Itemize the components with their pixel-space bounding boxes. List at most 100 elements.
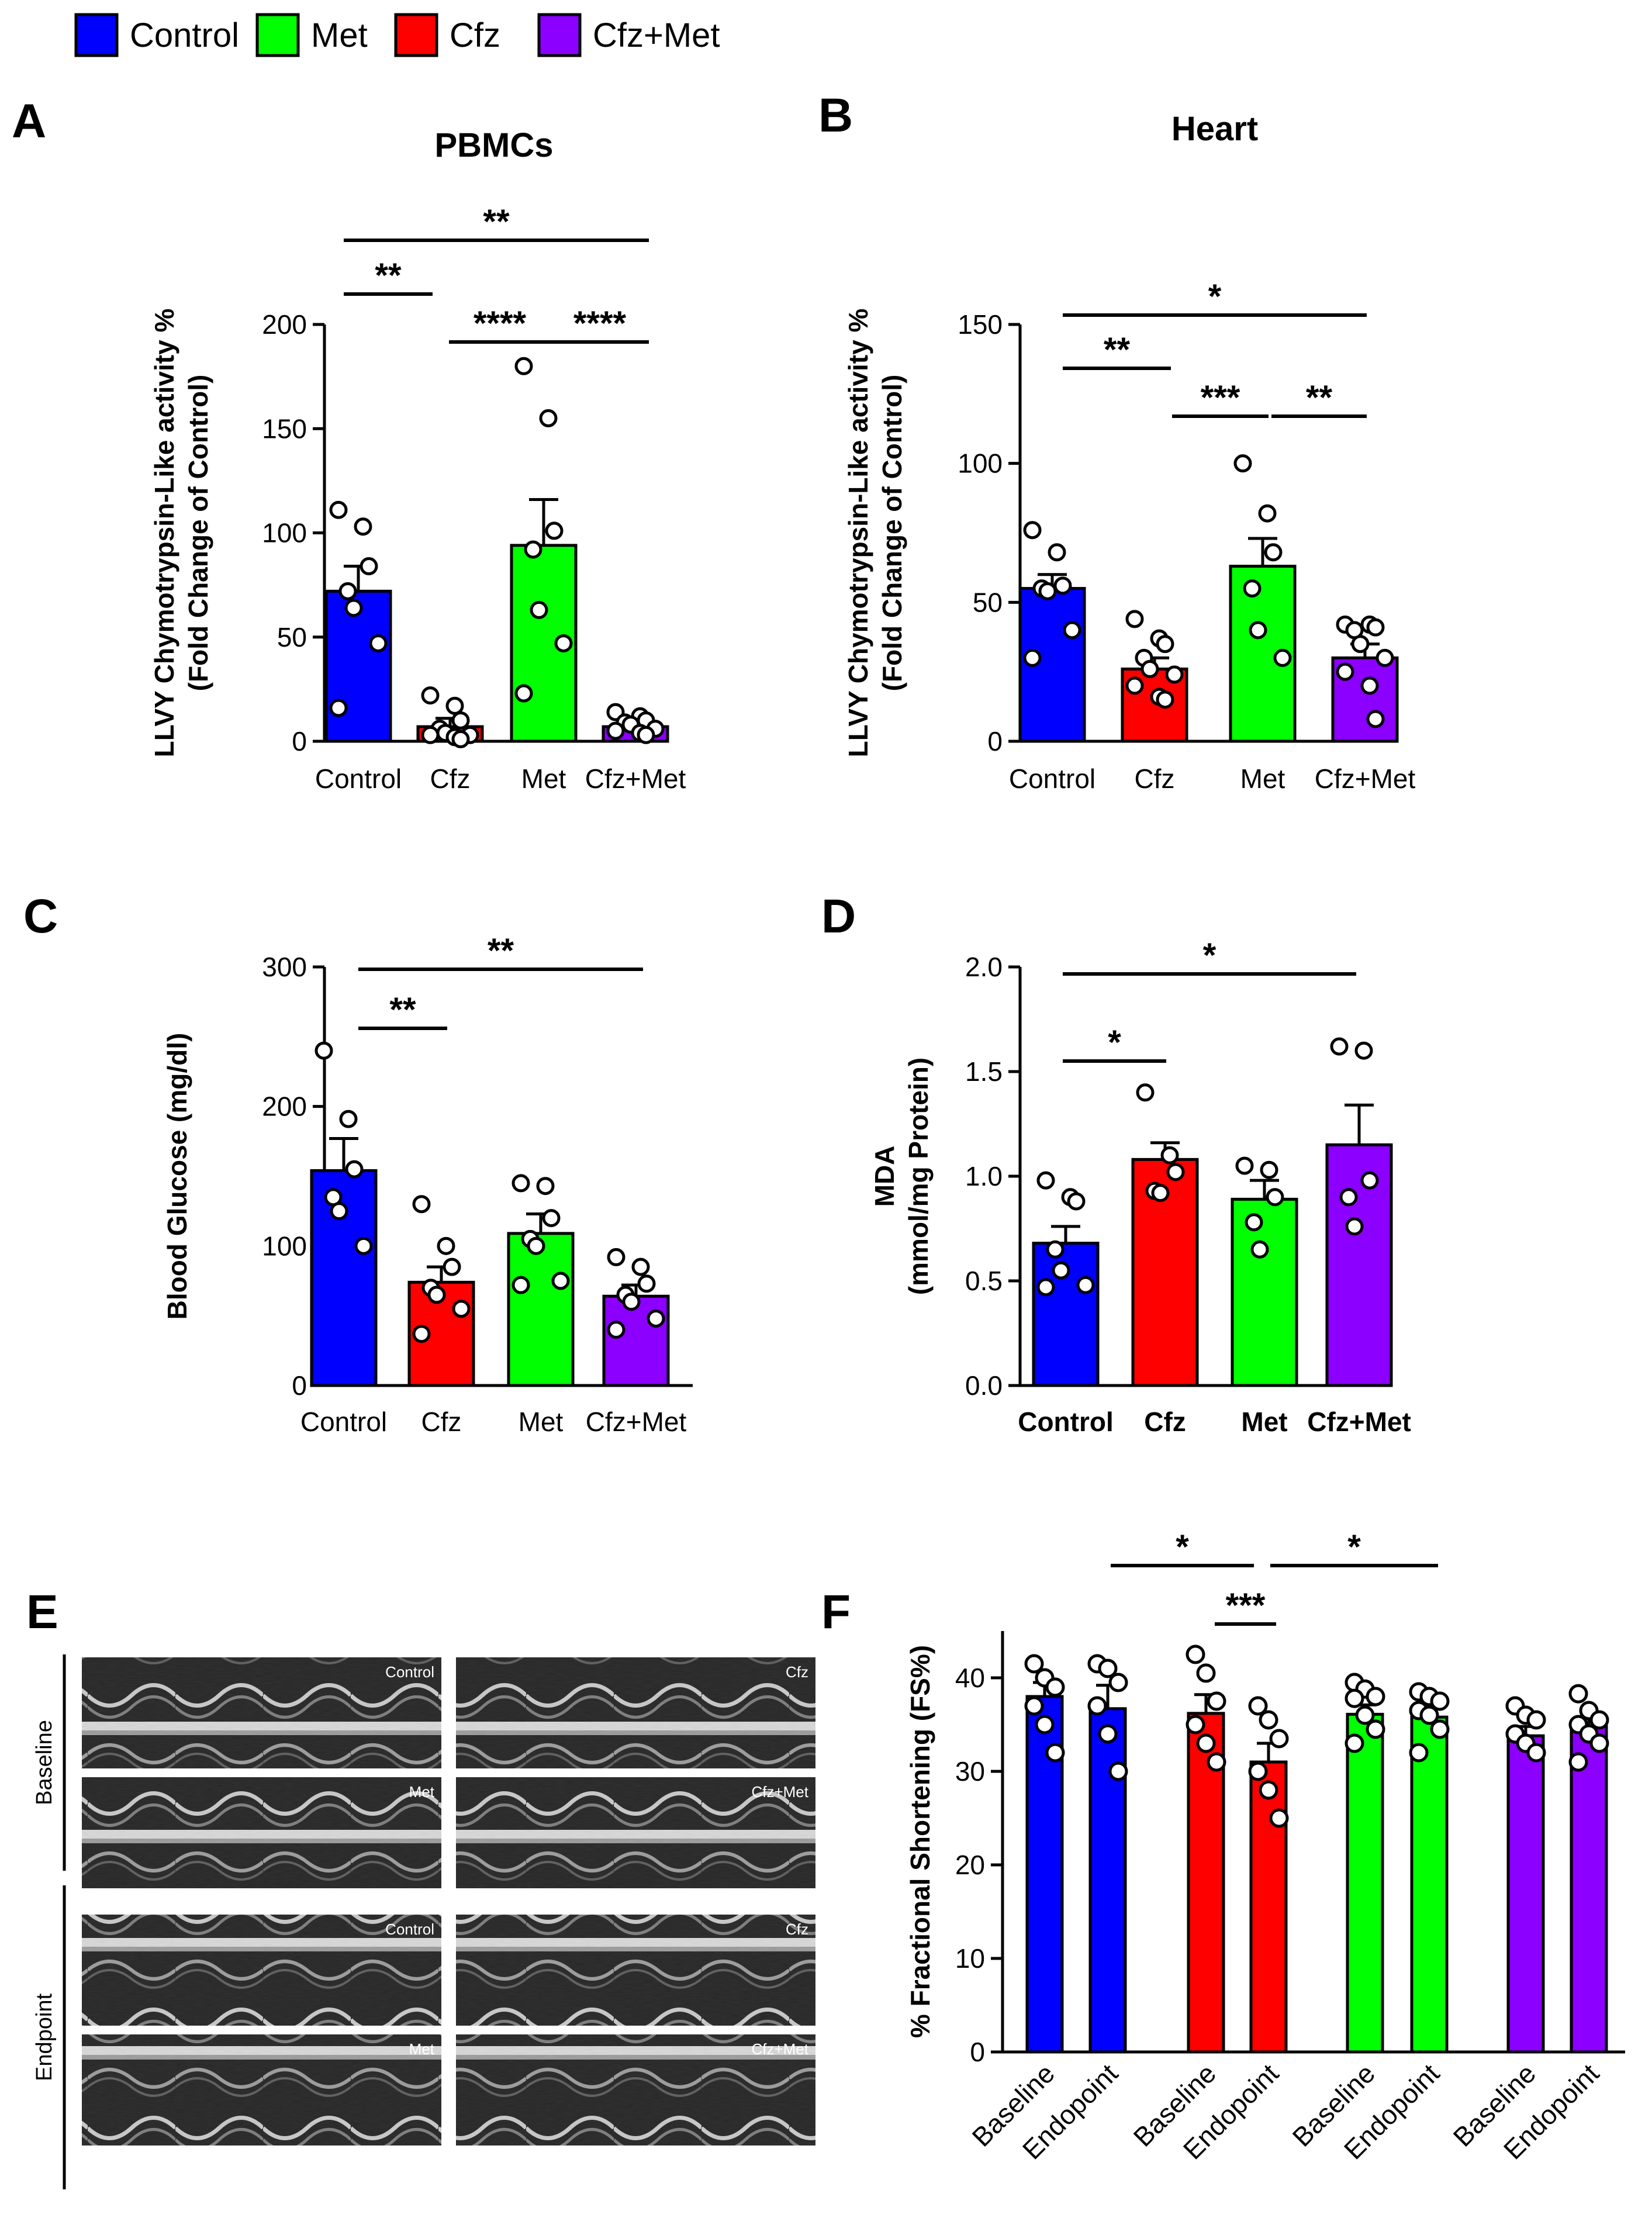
y-tick-label: 10 xyxy=(955,1943,985,1974)
x-tick-label: Cfz xyxy=(1135,763,1175,794)
data-point xyxy=(412,1195,431,1214)
legend-label-cfz-met: Cfz+Met xyxy=(593,16,720,54)
significance-label: **** xyxy=(474,305,527,343)
significance-label: ** xyxy=(375,257,402,295)
bar-cfz-endopoint xyxy=(1249,1760,1288,2054)
data-point xyxy=(512,1276,530,1294)
data-point xyxy=(1589,1710,1609,1730)
data-point xyxy=(427,1286,446,1304)
data-point xyxy=(1156,690,1174,709)
data-point xyxy=(1160,1146,1179,1165)
significance-label: *** xyxy=(1226,1587,1266,1625)
echo-row-label-endpoint: Endpoint xyxy=(32,1993,57,2081)
data-point xyxy=(1140,659,1159,678)
data-point xyxy=(1430,1691,1450,1711)
data-point xyxy=(1266,1188,1284,1207)
data-point xyxy=(1366,618,1385,637)
y-axis-title: Blood Glucose (mg/dl) xyxy=(162,1033,192,1320)
panel-letter-f: F xyxy=(821,1585,851,1639)
data-point xyxy=(1258,504,1277,523)
panel-letter-a: A xyxy=(12,95,46,148)
data-point xyxy=(1589,1733,1609,1753)
data-point xyxy=(512,1174,530,1193)
data-point xyxy=(1024,1654,1044,1674)
data-point xyxy=(514,684,533,703)
y-tick-label: 50 xyxy=(277,622,307,652)
data-point xyxy=(330,1202,348,1221)
data-point xyxy=(1430,1719,1450,1739)
legend-label-control: Control xyxy=(130,16,239,54)
y-axis-title-line: (mmol/mg Protein) xyxy=(903,1058,934,1295)
data-point xyxy=(1098,1724,1118,1744)
x-tick-label: Cfz+Met xyxy=(1307,1407,1411,1437)
y-tick-label: 0 xyxy=(292,1370,307,1401)
x-tick-label: Met xyxy=(519,1407,564,1437)
y-tick-label: 0.5 xyxy=(965,1266,1003,1296)
bar-met xyxy=(1231,1197,1298,1387)
x-tick-label: Control xyxy=(315,763,402,794)
data-point xyxy=(1269,1808,1289,1828)
x-tick-label: Met xyxy=(1241,1407,1287,1437)
y-tick-label: 150 xyxy=(958,309,1003,340)
panel-letter-d: D xyxy=(821,890,856,943)
echo-image-noise xyxy=(82,2034,441,2145)
data-point xyxy=(1264,543,1283,562)
x-tick-label: Cfz+Met xyxy=(1315,763,1416,794)
significance-label: *** xyxy=(1201,379,1240,417)
y-tick-label: 200 xyxy=(262,309,307,340)
x-tick-label: Cfz+Met xyxy=(585,763,686,794)
y-axis-title-line: (Fold Change of Control) xyxy=(877,375,907,692)
data-point xyxy=(1526,1710,1546,1730)
data-point xyxy=(1196,1733,1216,1753)
data-point xyxy=(1036,1171,1055,1190)
data-point xyxy=(1207,1691,1226,1711)
echo-image-label: Control xyxy=(385,1920,434,1938)
y-tick-label: 150 xyxy=(262,413,307,444)
y-tick-label: 100 xyxy=(262,518,307,548)
significance-label: **** xyxy=(573,305,627,343)
echo-image-label: Cfz+Met xyxy=(751,1783,808,1801)
data-point xyxy=(1269,1729,1289,1749)
data-point xyxy=(1186,1644,1205,1664)
legend-item-cfz-met: Cfz+Met xyxy=(537,13,720,57)
y-tick-label: 0 xyxy=(987,726,1003,756)
y-axis-title: LLVY Chymotrypsin-Like activity % (Fold C… xyxy=(843,309,907,758)
data-point xyxy=(452,1300,471,1318)
legend: Control Met Cfz Cfz+Met xyxy=(74,13,720,57)
data-point xyxy=(524,540,542,559)
bar-control xyxy=(310,1169,378,1387)
significance-label: ** xyxy=(1104,331,1131,369)
y-tick-label: 30 xyxy=(955,1756,985,1787)
data-point xyxy=(1125,610,1144,628)
echo-image-noise xyxy=(456,1657,815,1768)
data-point xyxy=(637,725,655,744)
data-point xyxy=(1345,1733,1364,1753)
data-point xyxy=(527,1236,545,1255)
data-point xyxy=(1345,1688,1364,1708)
x-tick-label: Met xyxy=(1240,763,1285,794)
data-point xyxy=(1336,662,1354,681)
data-point xyxy=(1045,1677,1065,1697)
y-axis-title-line: Blood Glucose (mg/dl) xyxy=(162,1033,192,1320)
data-point xyxy=(607,1248,625,1266)
y-axis-title: % Fractional Shortening (FS%) xyxy=(905,1645,935,2038)
data-point xyxy=(1233,454,1252,473)
data-point xyxy=(622,1293,641,1311)
chart-b: 0 50 100 150 LLVY Chymotrypsin-Like activity… xyxy=(843,278,1415,794)
data-point xyxy=(1076,1276,1095,1294)
significance-label: ** xyxy=(483,203,510,241)
data-point xyxy=(1568,1684,1588,1704)
significance-label: ** xyxy=(389,991,416,1029)
data-point xyxy=(1125,676,1144,695)
x-tick-label: Control xyxy=(1018,1407,1114,1437)
data-point xyxy=(1046,1240,1065,1259)
data-point xyxy=(451,730,470,748)
significance-label: ** xyxy=(1306,379,1333,417)
data-point xyxy=(554,634,573,652)
panel-a-title: PBMCs xyxy=(434,126,553,164)
data-point xyxy=(1259,1780,1278,1800)
echo-image-noise xyxy=(456,2034,815,2145)
data-point xyxy=(1036,1278,1055,1297)
data-point xyxy=(338,582,357,600)
